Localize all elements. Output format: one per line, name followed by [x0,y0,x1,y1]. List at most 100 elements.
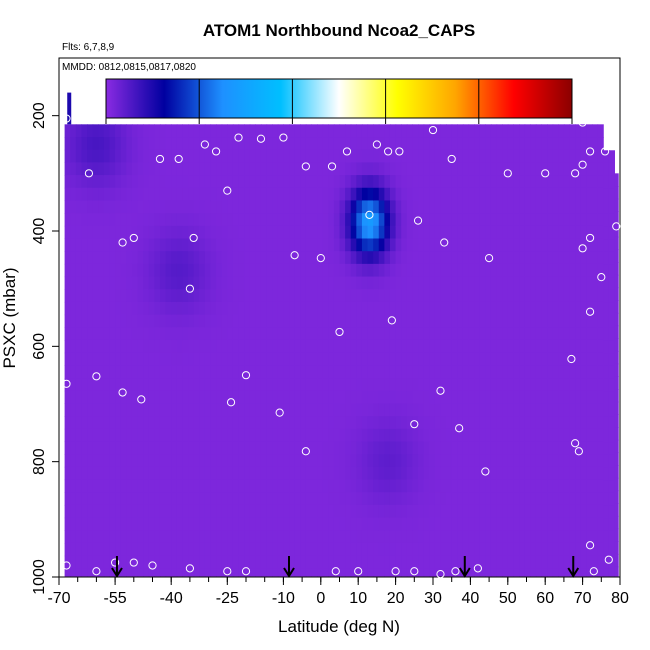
heatmap-cell [81,238,88,252]
heatmap-cell [98,137,105,151]
heatmap-cell [70,352,77,366]
heatmap-cell [109,276,116,290]
heatmap-cell [507,263,515,278]
heatmap-cell [227,454,234,468]
heatmap-cell [154,517,161,531]
heatmap-cell [109,542,116,557]
heatmap-cell [182,263,189,278]
heatmap-cell [255,466,262,481]
heatmap-cell [64,314,71,328]
heatmap-cell [361,238,369,252]
heatmap-cell [232,365,240,379]
heatmap-cell [395,504,402,519]
heatmap-cell [575,238,582,252]
heatmap-cell [232,542,240,557]
heatmap-cell [384,137,391,151]
heatmap-cell [406,504,414,519]
heatmap-cell [249,352,256,366]
sample-point [327,162,337,171]
heatmap-cell [81,124,88,138]
heatmap-cell [176,542,184,557]
heatmap-cell [412,238,419,252]
heatmap-cell [384,213,391,227]
heatmap-cell [345,187,352,202]
heatmap-cell [75,492,83,506]
heatmap-cell [70,568,77,577]
heatmap-cell [350,454,357,468]
heatmap-cell [389,378,397,392]
heatmap-cell [137,162,144,176]
heatmap-cell [266,314,273,328]
heatmap-cell [188,251,195,265]
heatmap-cell [552,251,559,265]
heatmap-cell [586,428,593,443]
heatmap-cell [182,555,189,569]
heatmap-cell [412,479,419,493]
heatmap-cell [384,175,391,189]
heatmap-cell [305,124,313,138]
heatmap-cell [75,441,83,455]
heatmap-cell [558,403,565,417]
heatmap-cell [384,339,391,354]
heatmap-cell [216,149,223,163]
heatmap-cell [479,441,486,455]
heatmap-cell [92,213,99,227]
heatmap-cell [148,289,155,303]
heatmap-cell [378,403,385,417]
heatmap-cell [216,403,223,417]
heatmap-cell [277,454,284,468]
heatmap-cell [221,441,228,455]
heatmap-cell [479,213,486,227]
heatmap-cell [558,187,565,202]
heatmap-cell [227,187,234,202]
sample-point [275,408,284,417]
heatmap-cell [322,568,329,577]
heatmap-cell [126,542,133,557]
sample-point [372,140,381,149]
heatmap-cell [608,289,615,304]
heatmap-cell [305,327,313,341]
heatmap-cell [384,162,391,176]
heatmap-cell [457,542,464,557]
heatmap-cell [159,441,167,455]
heatmap-cell [328,352,335,366]
heatmap-cell [75,301,83,316]
heatmap-cell [75,238,83,252]
heatmap-cell [244,542,251,557]
heatmap-cell [535,200,543,214]
heatmap-cell [266,454,273,468]
heatmap-cell [373,200,380,214]
heatmap-cell [277,175,284,189]
heatmap-cell [87,504,94,519]
heatmap-cell [468,339,475,354]
heatmap-cell [350,441,357,455]
heatmap-cell [249,390,256,405]
heatmap-cell [115,263,122,278]
heatmap-cell [81,200,88,214]
heatmap-cell [356,263,363,278]
heatmap-cell [148,175,155,189]
heatmap-cell [524,466,531,481]
sample-point [384,147,393,156]
heatmap-cell [395,149,402,163]
heatmap-cell [608,239,615,253]
heatmap-cell [547,213,554,227]
heatmap-cell [373,339,380,354]
heatmap-cell [103,555,111,569]
heatmap-cell [216,466,223,481]
heatmap-cell [81,301,88,316]
heatmap-cell [591,124,599,138]
heatmap-cell [434,479,442,493]
heatmap-cell [143,403,150,417]
heatmap-cell [485,352,492,366]
heatmap-cell [188,390,195,405]
heatmap-cell [490,365,498,379]
heatmap-cell [311,441,318,455]
heatmap-cell [210,441,217,455]
heatmap-cell [305,225,313,240]
heatmap-cell [367,492,374,506]
heatmap-cell [159,365,167,379]
heatmap-cell [131,187,139,202]
heatmap-cell [597,187,604,202]
heatmap-cell [277,403,284,417]
